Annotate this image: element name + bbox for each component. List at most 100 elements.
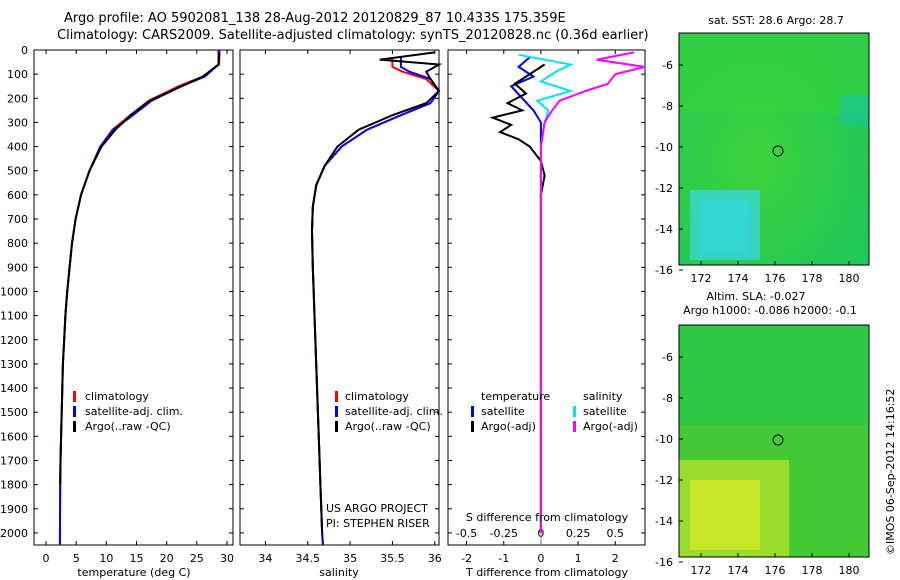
difference-legend: temperature satellite Argo(-adj) salinit… xyxy=(471,390,638,433)
salinity-plot-frame xyxy=(239,49,440,546)
temperature-y-tick-label: 0 xyxy=(21,44,28,57)
temperature-series-argo-raw-qc- xyxy=(59,52,221,485)
difference-top-tick-label: -0.25 xyxy=(490,527,518,540)
difference-x-label-top: S difference from climatology xyxy=(466,511,629,524)
temperature-x-tick-label: 0 xyxy=(43,552,50,565)
difference-x-label: T difference from climatology xyxy=(465,566,628,579)
temperature-x-ticks: 0 5 10 15 20 25 30 xyxy=(34,49,234,565)
sla-map-y-ticks: -6 -8 -10 -12 -14 -16 xyxy=(655,351,683,569)
difference-top-tick-label: 0.5 xyxy=(607,527,625,540)
legend-swatch-satellite xyxy=(335,406,338,417)
temperature-x-tick-label: 5 xyxy=(73,552,80,565)
sla-map-x-ticks: 172 174 176 178 180 xyxy=(691,553,860,577)
sst-map-band-north xyxy=(679,33,869,113)
legend-swatch-argo-s xyxy=(573,421,576,432)
temperature-x-tick-label: 25 xyxy=(190,552,204,565)
difference-x-ticks: -2 -1 0 1 2 xyxy=(448,49,645,565)
temperature-y-tick-label: 1100 xyxy=(0,310,28,323)
difference-top-tick-label: -0.5 xyxy=(456,527,477,540)
sla-map-high-core xyxy=(690,480,760,550)
height-caption: Argo h1000: -0.086 h2000: -0.1 xyxy=(683,304,857,317)
temperature-y-tick-label: 1800 xyxy=(0,479,28,492)
legend-swatch-satellite-t xyxy=(471,406,474,417)
figure-title-line2: Climatology: CARS2009. Satellite-adjuste… xyxy=(57,28,649,43)
temperature-x-tick-label: 15 xyxy=(130,552,144,565)
salinity-legend-climatology: climatology xyxy=(345,390,409,403)
sla-map-y-tick-label: -6 xyxy=(662,351,673,364)
salinity-legend-satellite: satellite-adj. clim. xyxy=(345,405,443,418)
salinity-x-ticks: 34 34.5 35 35.5 36 xyxy=(240,49,442,565)
sst-map-x-tick-label: 174 xyxy=(728,272,749,285)
temperature-y-tick-label: 600 xyxy=(7,189,28,202)
salinity-series-argo-raw-qc- xyxy=(310,51,443,533)
temperature-y-tick-label: 2000 xyxy=(0,527,28,540)
difference-series-argo-adj- xyxy=(539,51,646,533)
sst-map-frame xyxy=(678,32,870,266)
sst-map-y-ticks: -6 -8 -10 -12 -14 -16 xyxy=(655,59,683,277)
salinity-x-tick-label: 34.5 xyxy=(295,552,320,565)
sst-map-x-ticks: 172 174 176 178 180 xyxy=(691,261,860,285)
temperature-y-tick-label: 1200 xyxy=(0,334,28,347)
salinity-panel: 34 34.5 35 35.5 36 salinity climatology sate… xyxy=(239,49,443,579)
sla-map-band-north xyxy=(679,325,869,425)
temperature-plot-frame xyxy=(33,49,234,546)
legend-argo-t: Argo(-adj) xyxy=(481,420,536,433)
sst-map-y-tick-label: -12 xyxy=(655,182,673,195)
temperature-legend-satellite: satellite-adj. clim. xyxy=(85,405,183,418)
sla-map-y-tick-label: -16 xyxy=(655,556,673,569)
temperature-lines xyxy=(58,49,221,546)
project-annotation: US ARGO PROJECT xyxy=(326,502,428,515)
temperature-y-tick-label: 800 xyxy=(7,237,28,250)
temperature-y-tick-label: 700 xyxy=(7,213,28,226)
pi-annotation: PI: STEPHEN RISER xyxy=(326,517,430,530)
legend-argo-s: Argo(-adj) xyxy=(583,420,638,433)
sst-map-y-tick-label: -10 xyxy=(655,141,673,154)
legend-title-salinity: salinity xyxy=(583,390,623,403)
temperature-y-tick-label: 1600 xyxy=(0,430,28,443)
sla-map-x-tick-label: 174 xyxy=(728,564,749,577)
legend-swatch-climatology xyxy=(73,391,76,402)
legend-satellite-s: satellite xyxy=(583,405,627,418)
temperature-y-tick-label: 1400 xyxy=(0,382,28,395)
temperature-y-tick-label: 1300 xyxy=(0,358,28,371)
sla-map-y-tick-label: -8 xyxy=(662,392,673,405)
salinity-lines xyxy=(310,51,443,546)
difference-x-tick-label: 1 xyxy=(575,552,582,565)
difference-x-tick-label: 2 xyxy=(612,552,619,565)
sla-map-frame xyxy=(678,324,870,558)
legend-swatch-argo xyxy=(73,421,76,432)
sst-map: sat. SST: 28.6 Argo: 28.7 172 174 176 178 18… xyxy=(655,14,870,317)
temperature-x-tick-label: 20 xyxy=(160,552,174,565)
copyright-credit: ©IMOS 06-Sep-2012 14:16:52 xyxy=(884,388,897,555)
sst-map-y-tick-label: -8 xyxy=(662,100,673,113)
salinity-x-tick-label: 35 xyxy=(343,552,357,565)
temperature-y-tick-label: 200 xyxy=(7,92,28,105)
temperature-y-tick-label: 100 xyxy=(7,68,28,81)
sla-map: 172 174 176 178 180 -6 -8 -10 -12 -14 -16 xyxy=(655,324,870,577)
sst-map-y-tick-label: -16 xyxy=(655,264,673,277)
difference-x-tick-label: -1 xyxy=(498,552,509,565)
sst-map-x-tick-label: 176 xyxy=(765,272,786,285)
temperature-y-tick-label: 400 xyxy=(7,141,28,154)
temperature-y-tick-label: 500 xyxy=(7,165,28,178)
sst-map-title: sat. SST: 28.6 Argo: 28.7 xyxy=(708,14,844,27)
legend-swatch-satellite-s xyxy=(573,406,576,417)
difference-lines xyxy=(489,51,646,533)
temperature-y-tick-label: 1500 xyxy=(0,406,28,419)
salinity-x-label: salinity xyxy=(319,566,359,579)
legend-swatch-argo-t xyxy=(471,421,474,432)
sst-map-argo-marker xyxy=(772,145,784,157)
sst-map-x-tick-label: 172 xyxy=(691,272,712,285)
sla-map-y-tick-label: -14 xyxy=(655,515,673,528)
sst-map-y-tick-label: -14 xyxy=(655,223,673,236)
salinity-x-tick-label: 35.5 xyxy=(380,552,405,565)
temperature-x-tick-label: 10 xyxy=(99,552,113,565)
legend-satellite-t: satellite xyxy=(481,405,525,418)
sla-map-argo-marker xyxy=(772,434,784,446)
salinity-legend-argo: Argo(..raw -QC) xyxy=(345,420,431,433)
sst-map-east-patch xyxy=(840,95,869,125)
sla-map-x-tick-label: 180 xyxy=(839,564,860,577)
sst-map-x-tick-label: 178 xyxy=(802,272,823,285)
salinity-x-tick-label: 34 xyxy=(258,552,272,565)
difference-x-tick-label: -2 xyxy=(461,552,472,565)
